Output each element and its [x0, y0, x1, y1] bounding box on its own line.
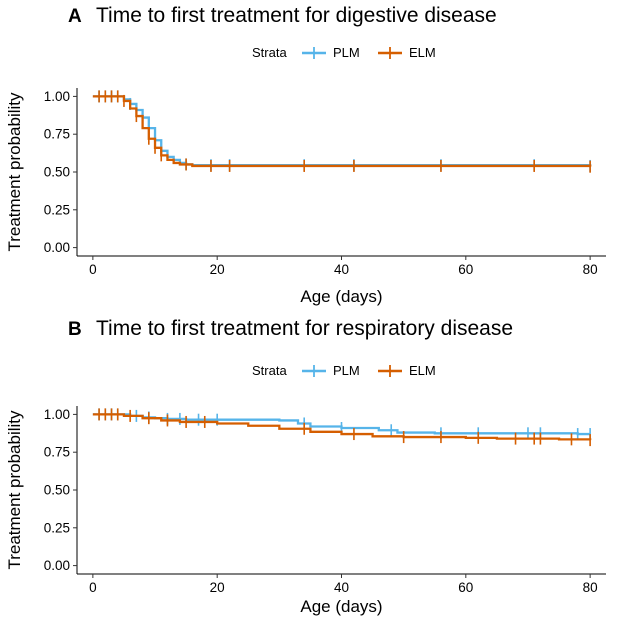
- panel-letter: A: [68, 6, 82, 27]
- legend-title: Strata: [252, 363, 287, 378]
- legend-key-plm: PLM: [302, 363, 360, 378]
- x-axis-title: Age (days): [300, 597, 382, 616]
- x-tick-label: 20: [210, 580, 225, 595]
- legend-key-elm: ELM: [378, 363, 436, 378]
- series-elm: [92, 90, 592, 173]
- panel-a: A Time to first treatment for digestive d…: [5, 4, 606, 306]
- legend: Strata PLM ELM: [252, 363, 436, 378]
- y-tick-label: 1.00: [44, 407, 70, 422]
- legend-key-elm: ELM: [378, 45, 436, 60]
- legend-label-elm: ELM: [409, 45, 436, 60]
- x-tick-label: 0: [89, 580, 97, 595]
- chart-title: Time to first treatment for digestive di…: [96, 4, 497, 27]
- survival-curve: [92, 413, 592, 441]
- legend-label-elm: ELM: [409, 363, 436, 378]
- y-tick-label: 0.25: [44, 520, 70, 535]
- legend-title: Strata: [252, 45, 287, 60]
- survival-curve: [92, 95, 592, 168]
- legend: Strata PLM ELM: [252, 45, 436, 60]
- legend-label-plm: PLM: [333, 45, 360, 60]
- x-tick-label: 20: [210, 262, 225, 277]
- y-tick-label: 0.00: [44, 558, 70, 573]
- y-tick-label: 0.25: [44, 202, 70, 217]
- legend-key-plm: PLM: [302, 45, 360, 60]
- y-axis-title: Treatment probability: [5, 92, 24, 252]
- y-tick-label: 0.50: [44, 165, 70, 180]
- x-tick-label: 0: [89, 262, 97, 277]
- legend-label-plm: PLM: [333, 363, 360, 378]
- x-tick-label: 40: [334, 580, 349, 595]
- y-tick-label: 0.75: [44, 127, 70, 142]
- panel-letter: B: [68, 319, 82, 340]
- series-elm: [92, 408, 592, 447]
- y-tick-label: 0.50: [44, 483, 70, 498]
- x-tick-label: 60: [458, 262, 473, 277]
- y-axis-title: Treatment probability: [5, 410, 24, 570]
- x-tick-label: 60: [458, 580, 473, 595]
- panel-b: B Time to first treatment for respiratory…: [5, 317, 606, 616]
- x-tick-label: 80: [583, 580, 598, 595]
- x-tick-label: 80: [583, 262, 598, 277]
- x-tick-label: 40: [334, 262, 349, 277]
- y-tick-label: 0.75: [44, 445, 70, 460]
- y-tick-label: 0.00: [44, 240, 70, 255]
- chart-title: Time to first treatment for respiratory …: [96, 317, 513, 340]
- y-tick-label: 1.00: [44, 89, 70, 104]
- x-axis-title: Age (days): [300, 287, 382, 306]
